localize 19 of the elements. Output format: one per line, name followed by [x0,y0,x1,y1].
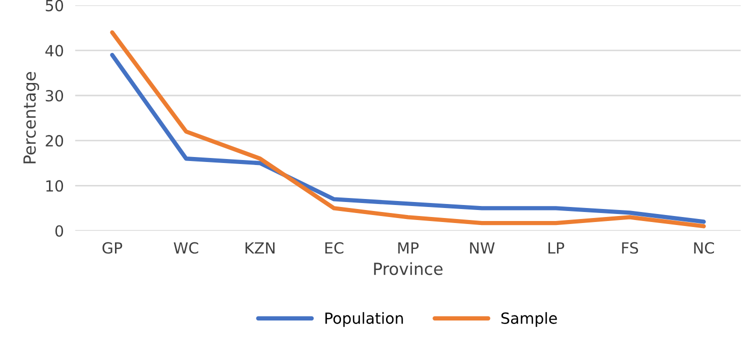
x-axis-title: Province [374,262,443,276]
y-tick-label: 50 [46,0,64,12]
x-tick-label: MP [398,242,419,254]
legend-label: Sample [501,312,557,327]
x-tick-label: KZN [246,242,275,254]
y-axis-title: Percentage [23,72,40,164]
y-tick-label: 30 [46,90,64,102]
y-tick-label: 20 [46,135,64,147]
y-tick-label: 10 [46,180,64,192]
y-tick-label: 40 [45,44,64,56]
x-tick-label: NC [694,242,714,254]
x-tick-label: WC [174,242,198,254]
x-tick-label: EC [325,242,344,254]
x-tick-label: NW [470,242,495,254]
x-tick-label: GP [102,242,122,254]
x-tick-label: FS [622,242,638,254]
legend-label: Population [325,312,403,327]
x-tick-label: LP [548,242,564,254]
y-tick-label: 0 [55,225,64,237]
